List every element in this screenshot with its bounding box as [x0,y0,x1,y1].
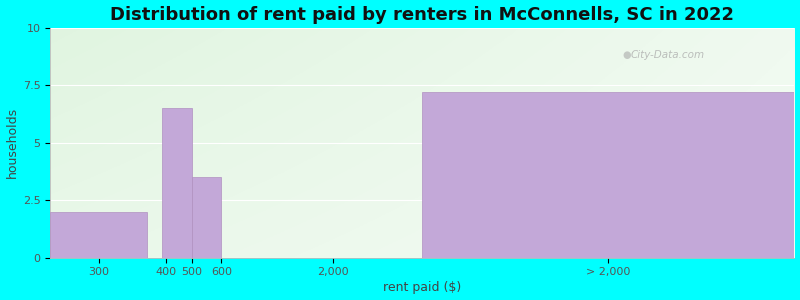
Title: Distribution of rent paid by renters in McConnells, SC in 2022: Distribution of rent paid by renters in … [110,6,734,24]
Bar [422,92,794,258]
Text: ●: ● [622,50,631,60]
Bar [50,212,147,258]
Bar [192,177,222,258]
Bar [162,108,192,258]
Text: City-Data.com: City-Data.com [631,50,705,60]
X-axis label: rent paid ($): rent paid ($) [383,281,462,294]
Y-axis label: households: households [6,107,18,178]
